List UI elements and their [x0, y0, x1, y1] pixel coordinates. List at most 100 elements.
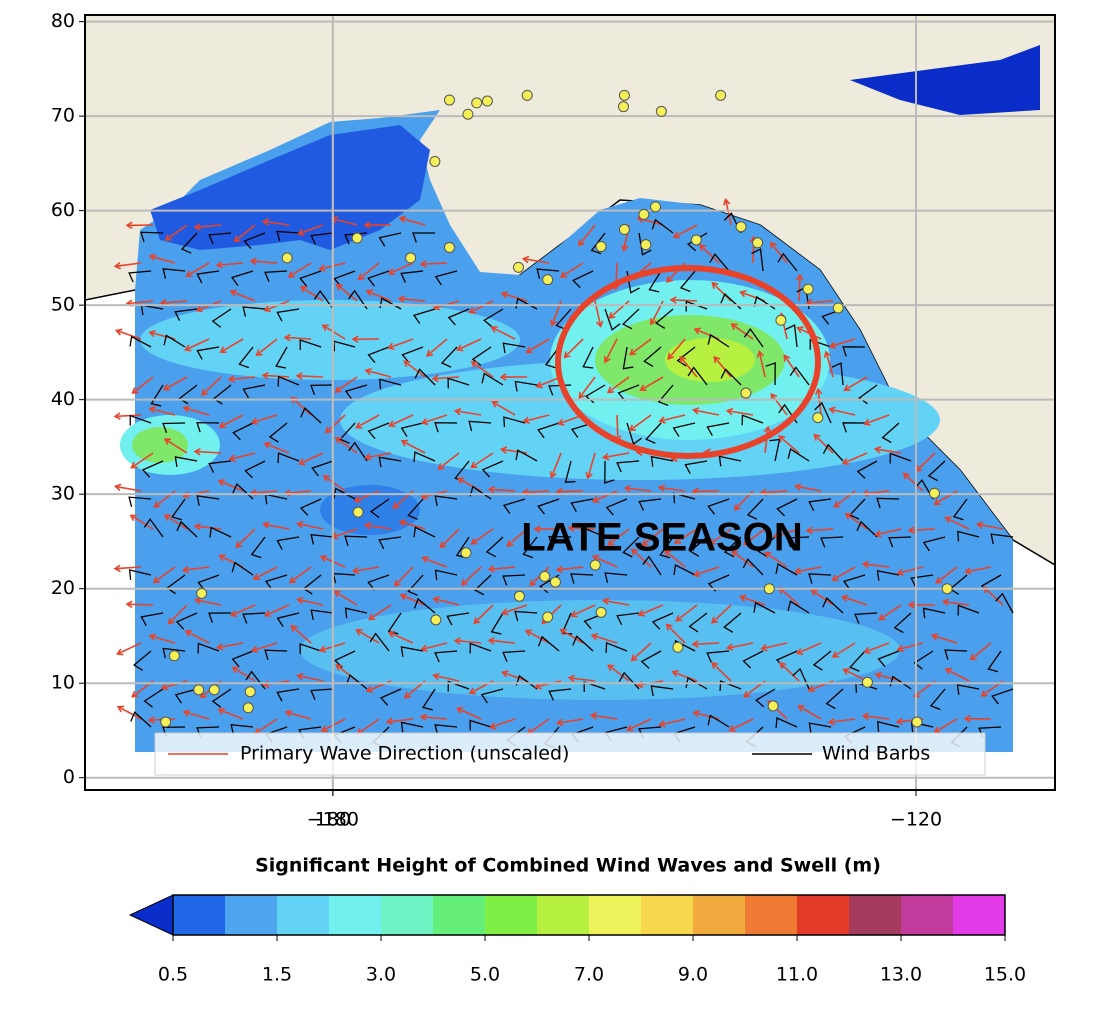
wave-arrow	[290, 625, 312, 644]
wind-barb	[809, 338, 832, 350]
highlight-circle	[555, 265, 821, 459]
wave-arrow	[811, 589, 834, 606]
wind-barb	[174, 456, 198, 467]
wave-arrow	[473, 604, 494, 624]
wind-barb	[706, 422, 730, 437]
wind-barb	[808, 573, 832, 584]
wave-arrow-head	[692, 710, 700, 718]
colorbar-tick-label: 0.5	[158, 964, 188, 986]
wave-arrow	[153, 566, 176, 583]
wave-arrow-head	[353, 495, 362, 503]
wave-arrow	[607, 664, 630, 682]
wave-arrow	[394, 566, 414, 587]
wave-arrow-head	[195, 305, 203, 313]
wave-arrow	[230, 604, 256, 617]
wave-arrow-head	[577, 239, 585, 247]
wave-arrow	[355, 414, 380, 429]
wave-arrow-head	[608, 312, 616, 320]
wave-arrow-head	[147, 716, 155, 724]
x-tick-label: −180	[307, 809, 359, 831]
wave-arrow-head	[184, 629, 192, 637]
wave-arrow	[778, 435, 800, 454]
wave-arrow	[764, 551, 788, 568]
wind-barb	[196, 495, 220, 506]
wind-barb	[344, 535, 368, 546]
wave-arrow	[251, 414, 278, 424]
wave-arrow-head	[160, 683, 169, 691]
wave-arrow-head	[969, 653, 978, 661]
wind-barb	[502, 650, 526, 662]
x-tick-label: 180	[315, 809, 351, 831]
wind-barb	[242, 612, 266, 624]
wave-arrow-head	[398, 519, 407, 527]
wave-arrow	[724, 199, 732, 226]
wave-arrow	[332, 528, 358, 538]
wind-barb	[276, 230, 300, 242]
colorbar-tick-label: 7.0	[574, 964, 604, 986]
wave-arrow-head	[185, 270, 193, 277]
wave-arrow-head	[419, 260, 427, 268]
wave-arrow-head	[805, 526, 813, 535]
wave-arrow	[758, 351, 766, 378]
wave-arrow-head	[295, 372, 303, 380]
wave-arrow	[421, 262, 448, 266]
wave-arrow	[256, 338, 278, 356]
wave-arrow	[219, 414, 244, 428]
wave-arrow-head	[933, 726, 941, 734]
wind-barb	[277, 452, 300, 464]
wave-arrow-head	[321, 324, 329, 332]
buoy	[352, 506, 364, 518]
wave-arrow-head	[500, 608, 509, 616]
y-tick-label: 30	[51, 483, 75, 505]
wave-arrow	[195, 525, 222, 530]
wave-arrow	[667, 338, 686, 360]
wave-arrow-head	[431, 374, 439, 383]
wave-arrow-head	[667, 352, 675, 361]
buoy	[242, 702, 254, 714]
wave-arrow-head	[319, 555, 328, 562]
wave-arrow	[604, 338, 618, 363]
wave-arrow-head	[603, 356, 611, 364]
wave-arrow	[229, 376, 256, 381]
wave-arrow-head	[669, 296, 677, 304]
wave-arrow	[770, 242, 788, 264]
wave-arrow-head	[590, 633, 599, 641]
wind-barb	[196, 270, 220, 284]
wind-barb	[825, 688, 844, 710]
wind-barb	[130, 711, 152, 728]
colorbar-segment	[641, 895, 694, 935]
buoy	[471, 97, 483, 109]
wave-arrow	[642, 528, 664, 546]
wind-barb	[197, 642, 220, 654]
wave-arrow	[439, 528, 460, 548]
wave-arrow-head	[797, 705, 805, 712]
wind-barb	[244, 460, 266, 479]
wave-arrow-head	[607, 538, 615, 546]
annotation: LATE SEASON	[521, 516, 803, 560]
wind-barb	[707, 714, 730, 728]
wave-arrow	[491, 326, 516, 340]
wind-barb	[310, 384, 334, 396]
wave-arrow	[523, 257, 550, 264]
wave-arrow	[357, 718, 380, 735]
wave-arrow	[253, 566, 278, 580]
buoy	[549, 576, 561, 588]
colorbar-segment	[277, 895, 330, 935]
wind-barb	[503, 416, 526, 428]
wave-arrow-head	[184, 344, 192, 352]
y-tick-label: 0	[63, 766, 75, 788]
wave-arrow	[844, 376, 868, 391]
wind-barb	[369, 498, 390, 519]
y-tick-label: 10	[51, 672, 75, 694]
wave-arrow-head	[420, 644, 428, 652]
wave-arrow-head	[392, 502, 400, 510]
wave-arrow	[399, 520, 426, 530]
wave-arrow	[131, 452, 154, 469]
wave-arrow-head	[357, 273, 365, 281]
wave-arrow	[807, 528, 834, 532]
wave-arrow	[779, 662, 800, 682]
wave-arrow-head	[193, 223, 201, 231]
wave-arrow	[616, 414, 619, 442]
wave-arrow	[731, 323, 754, 340]
wind-barb	[264, 270, 288, 282]
